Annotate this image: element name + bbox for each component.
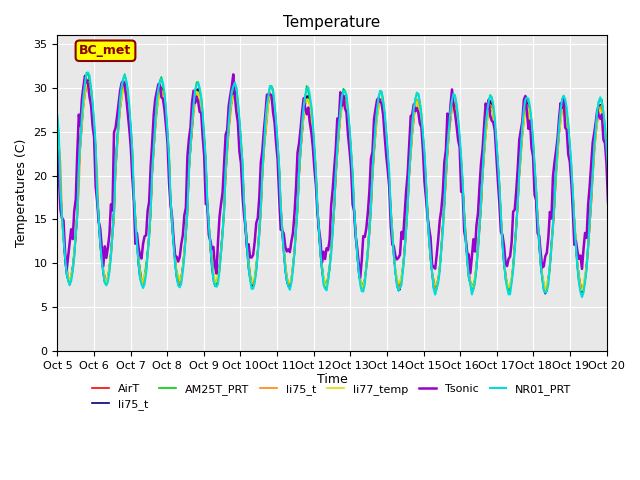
li75_t bbox=[54, 124, 61, 130]
AM25T_PRT bbox=[505, 289, 513, 295]
AirT bbox=[638, 136, 640, 142]
Tsonic bbox=[356, 275, 364, 281]
li77_temp bbox=[84, 80, 92, 85]
AirT bbox=[84, 77, 92, 83]
li77_temp bbox=[578, 288, 586, 293]
Tsonic bbox=[358, 257, 365, 263]
li75_t bbox=[615, 292, 623, 298]
AirT bbox=[74, 216, 81, 222]
li75_t bbox=[84, 79, 92, 85]
li75_t bbox=[54, 120, 61, 125]
li75_t bbox=[356, 278, 364, 284]
NR01_PRT bbox=[93, 191, 101, 197]
li75_t bbox=[541, 288, 549, 294]
NR01_PRT bbox=[356, 282, 364, 288]
li75_t bbox=[472, 262, 480, 267]
Tsonic bbox=[54, 148, 61, 154]
AM25T_PRT bbox=[472, 260, 480, 266]
li75_t bbox=[84, 78, 92, 84]
Line: li77_temp: li77_temp bbox=[58, 83, 640, 290]
AM25T_PRT bbox=[638, 128, 640, 133]
AM25T_PRT bbox=[84, 71, 92, 76]
AirT bbox=[578, 289, 586, 295]
li75_t bbox=[93, 196, 101, 202]
li77_temp bbox=[74, 207, 81, 213]
li75_t bbox=[639, 152, 640, 157]
li75_t bbox=[639, 152, 640, 158]
li77_temp bbox=[93, 199, 101, 205]
AirT bbox=[356, 277, 364, 283]
Line: li75_t: li75_t bbox=[58, 81, 640, 295]
li77_temp bbox=[638, 136, 640, 142]
li75_t bbox=[638, 134, 640, 140]
Tsonic bbox=[561, 125, 569, 131]
li75_t bbox=[561, 106, 569, 111]
NR01_PRT bbox=[638, 125, 640, 131]
Tsonic bbox=[638, 150, 640, 156]
li77_temp bbox=[560, 104, 568, 109]
Title: Temperature: Temperature bbox=[284, 15, 381, 30]
li75_t bbox=[74, 207, 81, 213]
NR01_PRT bbox=[472, 266, 480, 272]
li77_temp bbox=[356, 275, 364, 281]
AM25T_PRT bbox=[639, 150, 640, 156]
Legend: AirT, li75_t, AM25T_PRT, li75_t, li77_temp, Tsonic, NR01_PRT: AirT, li75_t, AM25T_PRT, li75_t, li77_te… bbox=[88, 379, 576, 415]
AM25T_PRT bbox=[54, 116, 61, 122]
X-axis label: Time: Time bbox=[317, 373, 348, 386]
AM25T_PRT bbox=[74, 210, 81, 216]
li77_temp bbox=[472, 262, 480, 268]
li77_temp bbox=[639, 155, 640, 161]
Line: Tsonic: Tsonic bbox=[58, 74, 640, 278]
Tsonic bbox=[92, 184, 99, 190]
NR01_PRT bbox=[74, 212, 81, 217]
AirT bbox=[639, 152, 640, 157]
AM25T_PRT bbox=[561, 96, 569, 102]
AirT bbox=[93, 194, 101, 200]
NR01_PRT bbox=[639, 147, 640, 153]
Line: NR01_PRT: NR01_PRT bbox=[58, 72, 640, 297]
li77_temp bbox=[54, 122, 61, 128]
Tsonic bbox=[230, 72, 237, 77]
Tsonic bbox=[639, 164, 640, 170]
AirT bbox=[54, 119, 61, 125]
Line: li75_t: li75_t bbox=[58, 82, 640, 291]
NR01_PRT bbox=[578, 294, 586, 300]
li75_t bbox=[356, 279, 364, 285]
li75_t bbox=[560, 101, 568, 107]
AM25T_PRT bbox=[93, 192, 101, 198]
Tsonic bbox=[74, 150, 81, 156]
AM25T_PRT bbox=[356, 279, 364, 285]
Text: BC_met: BC_met bbox=[79, 44, 132, 57]
li75_t bbox=[472, 263, 480, 268]
li75_t bbox=[638, 132, 640, 138]
li75_t bbox=[93, 169, 101, 175]
NR01_PRT bbox=[54, 112, 61, 118]
NR01_PRT bbox=[84, 70, 92, 75]
NR01_PRT bbox=[560, 93, 568, 98]
Line: AirT: AirT bbox=[58, 80, 640, 292]
Tsonic bbox=[474, 210, 482, 216]
Y-axis label: Temperatures (C): Temperatures (C) bbox=[15, 139, 28, 247]
li75_t bbox=[74, 210, 81, 216]
AirT bbox=[560, 106, 568, 111]
AirT bbox=[472, 266, 480, 272]
Line: AM25T_PRT: AM25T_PRT bbox=[58, 73, 640, 292]
